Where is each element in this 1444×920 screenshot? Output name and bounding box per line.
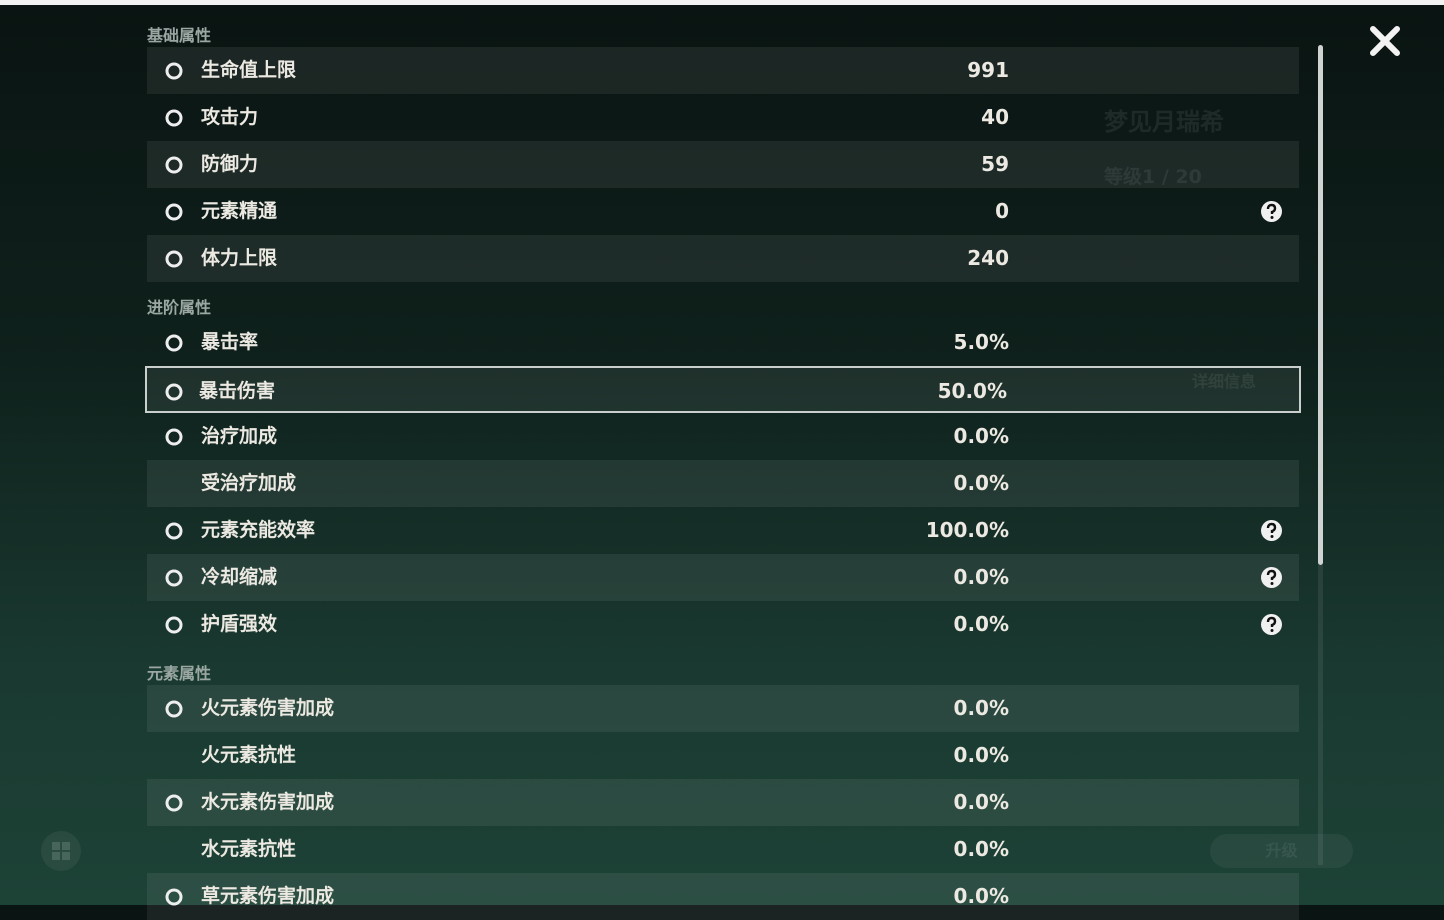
stat-label: 火元素伤害加成 (201, 697, 335, 719)
stat-label: 受治疗加成 (201, 472, 297, 494)
menu-button[interactable] (40, 830, 82, 872)
stat-icon (165, 700, 183, 718)
stat-label: 攻击力 (201, 106, 259, 128)
stat-row[interactable]: 攻击力 40 (147, 94, 1299, 141)
stat-row[interactable]: 护盾强效 0.0% (147, 601, 1299, 648)
stat-row[interactable]: 冷却缩减 0.0% (147, 554, 1299, 601)
stat-row[interactable]: 暴击率 5.0% (147, 319, 1299, 366)
stat-icon (165, 888, 183, 906)
stat-row[interactable]: 火元素伤害加成 0.0% (147, 685, 1299, 732)
stat-row[interactable]: 生命值上限 991 (147, 47, 1299, 94)
stat-icon (165, 428, 183, 446)
stat-value: 40 (981, 105, 1009, 129)
top-bar (0, 0, 1444, 5)
stat-label: 火元素抗性 (201, 744, 297, 766)
stat-icon (165, 62, 183, 80)
stat-value: 50.0% (937, 379, 1007, 403)
stat-label: 生命值上限 (201, 59, 297, 81)
stat-icon (165, 109, 183, 127)
close-button[interactable] (1368, 24, 1402, 58)
stat-value: 0.0% (953, 743, 1009, 767)
help-icon[interactable] (1261, 520, 1282, 541)
stat-value: 991 (967, 58, 1009, 82)
stat-row[interactable]: 草元素伤害加成 0.0% (147, 873, 1299, 920)
stat-value: 0.0% (953, 565, 1009, 589)
stat-icon (165, 250, 183, 268)
stat-value: 0.0% (953, 884, 1009, 908)
stat-value: 240 (967, 246, 1009, 270)
stat-row[interactable]: 防御力 59 (147, 141, 1299, 188)
stat-row[interactable]: 水元素伤害加成 0.0% (147, 779, 1299, 826)
stat-value: 0.0% (953, 424, 1009, 448)
section-title: 基础属性 (147, 26, 212, 45)
stat-label: 治疗加成 (201, 425, 278, 447)
stat-label: 暴击率 (201, 331, 259, 353)
stat-value: 0.0% (953, 612, 1009, 636)
stat-label: 体力上限 (201, 247, 278, 269)
stat-icon (165, 522, 183, 540)
help-icon[interactable] (1261, 201, 1282, 222)
stat-value: 0.0% (953, 696, 1009, 720)
scroll-track (1318, 565, 1323, 865)
character-level: 等级1 / 20 (1104, 166, 1202, 188)
stat-row[interactable]: 元素精通 0 (147, 188, 1299, 235)
stat-icon (165, 569, 183, 587)
stat-icon (165, 794, 183, 812)
stat-row[interactable]: 元素充能效率 100.0% (147, 507, 1299, 554)
details-button[interactable]: 详细信息 (1192, 372, 1257, 391)
stat-value: 0.0% (953, 837, 1009, 861)
stat-label: 草元素伤害加成 (201, 885, 335, 907)
scrollbar[interactable] (1318, 45, 1323, 565)
upgrade-button[interactable]: 升级 (1210, 834, 1353, 868)
stat-value: 5.0% (953, 330, 1009, 354)
help-icon[interactable] (1261, 614, 1282, 635)
stat-icon (165, 383, 183, 401)
stat-label: 水元素抗性 (201, 838, 297, 860)
stat-label: 元素充能效率 (201, 519, 316, 541)
stat-value: 0.0% (953, 790, 1009, 814)
stat-row[interactable]: 治疗加成 0.0% (147, 413, 1299, 460)
stat-row[interactable]: 火元素抗性 0.0% (147, 732, 1299, 779)
stat-value: 100.0% (925, 518, 1009, 542)
stat-label: 护盾强效 (201, 613, 278, 635)
stat-label: 暴击伤害 (199, 380, 276, 402)
stat-icon (165, 203, 183, 221)
stat-value: 0.0% (953, 471, 1009, 495)
stat-label: 水元素伤害加成 (201, 791, 335, 813)
stat-value: 59 (981, 152, 1009, 176)
stat-label: 元素精通 (201, 200, 278, 222)
stat-row[interactable]: 暴击伤害 50.0% (145, 366, 1301, 413)
stat-label: 防御力 (201, 153, 259, 175)
section-title: 进阶属性 (147, 298, 212, 317)
character-name: 梦见月瑞希 (1104, 108, 1224, 136)
stat-value: 0 (995, 199, 1009, 223)
stat-icon (165, 334, 183, 352)
section-title: 元素属性 (147, 664, 212, 683)
stat-label: 冷却缩减 (201, 566, 278, 588)
stat-row[interactable]: 水元素抗性 0.0% (147, 826, 1299, 873)
stat-icon (165, 616, 183, 634)
stat-row[interactable]: 体力上限 240 (147, 235, 1299, 282)
stat-row[interactable]: 受治疗加成 0.0% (147, 460, 1299, 507)
help-icon[interactable] (1261, 567, 1282, 588)
stat-icon (165, 156, 183, 174)
